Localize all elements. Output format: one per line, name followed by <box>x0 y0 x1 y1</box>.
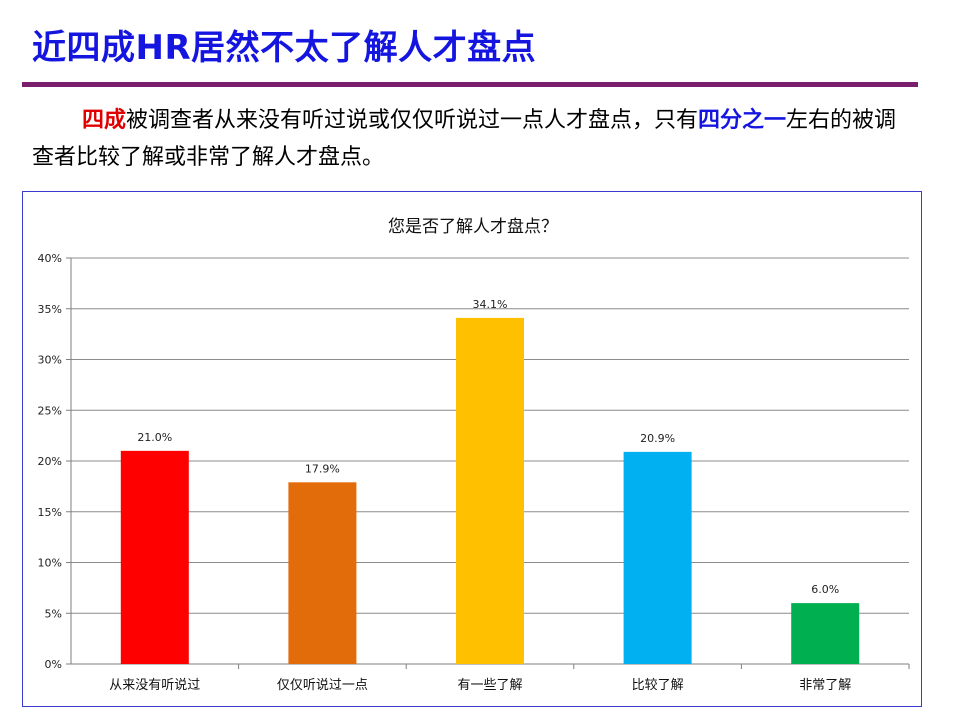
x-tick-label: 有一些了解 <box>457 678 522 693</box>
y-tick-label: 10% <box>38 557 62 570</box>
summary-highlight-four-tenths: 四成 <box>82 108 127 133</box>
bar <box>288 482 357 664</box>
slide-title: 近四成HR居然不太了解人才盘点 <box>32 28 537 68</box>
data-label: 17.9% <box>305 462 340 475</box>
chart-frame: 您是否了解人才盘点？ 0% 5% 10% 15% 20% 25% 30% 35% 40% 21.0… <box>22 191 922 707</box>
bar <box>623 451 692 664</box>
y-tick-label: 25% <box>38 404 62 417</box>
y-tick-label: 15% <box>38 506 62 519</box>
y-tick-label: 0% <box>45 658 62 671</box>
data-label: 21.0% <box>137 431 172 444</box>
data-label: 6.0% <box>811 583 839 596</box>
y-tick-label: 40% <box>38 252 62 265</box>
bar <box>120 450 189 664</box>
summary-text-1: 被调查者从来没有听过说或仅仅听说过一点人才盘点，只有 <box>126 108 699 133</box>
summary-text-2: 左右的被调查者比较了解或非常了解人才盘点。 <box>32 108 897 170</box>
y-tick-label: 5% <box>45 607 62 620</box>
bar <box>456 317 524 664</box>
y-tick-label: 30% <box>38 354 62 367</box>
x-tick-label: 从来没有听说过 <box>109 678 200 693</box>
data-label: 20.9% <box>640 432 675 445</box>
title-divider <box>22 82 918 87</box>
bar-chart: 0% 5% 10% 15% 20% 25% 30% 35% 40% 21.0% 从来没有听说过 17.… <box>38 252 910 693</box>
x-tick-label: 比较了解 <box>632 678 684 693</box>
bar <box>791 603 860 664</box>
data-label: 34.1% <box>473 298 508 311</box>
chart-title: 您是否了解人才盘点？ <box>388 217 558 237</box>
y-tick-label: 20% <box>38 455 62 468</box>
summary-paragraph: 四成被调查者从来没有听过说或仅仅听说过一点人才盘点，只有四分之一左右的被调查者比… <box>32 102 912 176</box>
x-tick-label: 非常了解 <box>799 678 851 693</box>
x-tick-label: 仅仅听说过一点 <box>277 678 368 693</box>
summary-highlight-quarter: 四分之一 <box>698 108 787 133</box>
y-tick-label: 35% <box>38 303 62 316</box>
